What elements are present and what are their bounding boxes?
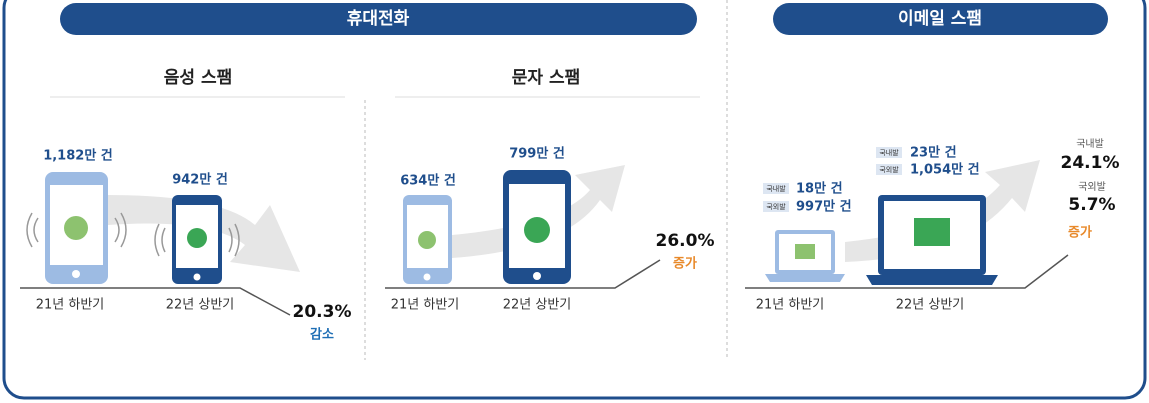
section-title: 음성 스팸 <box>164 68 232 88</box>
change: 26.0% <box>656 231 715 251</box>
badge-label: 국외발 <box>879 165 899 174</box>
change: 5.7% <box>1068 195 1115 215</box>
count: 799만 건 <box>509 146 565 162</box>
count: 997만 건 <box>796 199 852 215</box>
count: 1,182만 건 <box>43 148 113 164</box>
period: 21년 하반기 <box>36 298 105 313</box>
message-icon <box>418 231 436 249</box>
laptop-base <box>765 274 845 282</box>
section-title: 문자 스팸 <box>512 68 580 88</box>
direction: 증가 <box>673 257 697 272</box>
mail-icon <box>795 244 815 259</box>
count: 1,054만 건 <box>910 162 980 178</box>
header-title: 이메일 스팸 <box>898 9 982 29</box>
header-title: 휴대전화 <box>347 8 410 29</box>
change-label: 국내발 <box>1076 138 1104 150</box>
period: 21년 하반기 <box>391 298 460 313</box>
period: 22년 상반기 <box>166 298 235 313</box>
badge-label: 국외발 <box>766 202 786 211</box>
infographic: 휴대전화 이메일 스팸 음성 스팸 1,182만 건 942만 건 21년 하반… <box>0 0 1149 403</box>
message-icon <box>524 217 550 243</box>
change: 24.1% <box>1061 153 1120 173</box>
badge-label: 국내발 <box>766 184 786 193</box>
phone-button <box>424 274 431 281</box>
direction: 감소 <box>310 328 334 343</box>
change-label: 국외발 <box>1078 181 1106 193</box>
phone-button <box>72 270 80 278</box>
badge-label: 국내발 <box>879 148 899 157</box>
laptop-base <box>866 275 998 285</box>
phone-button <box>533 272 541 280</box>
direction: 증가 <box>1068 226 1092 241</box>
count: 634만 건 <box>400 173 456 189</box>
period: 22년 상반기 <box>503 298 572 313</box>
count: 942만 건 <box>172 172 228 188</box>
period: 22년 상반기 <box>896 298 965 313</box>
mail-icon <box>914 218 950 246</box>
change: 20.3% <box>293 302 352 322</box>
period: 21년 하반기 <box>756 298 825 313</box>
count: 18만 건 <box>796 181 843 197</box>
phone-button <box>194 274 201 281</box>
call-icon <box>187 228 207 248</box>
count: 23만 건 <box>910 145 957 161</box>
call-icon <box>64 216 88 240</box>
